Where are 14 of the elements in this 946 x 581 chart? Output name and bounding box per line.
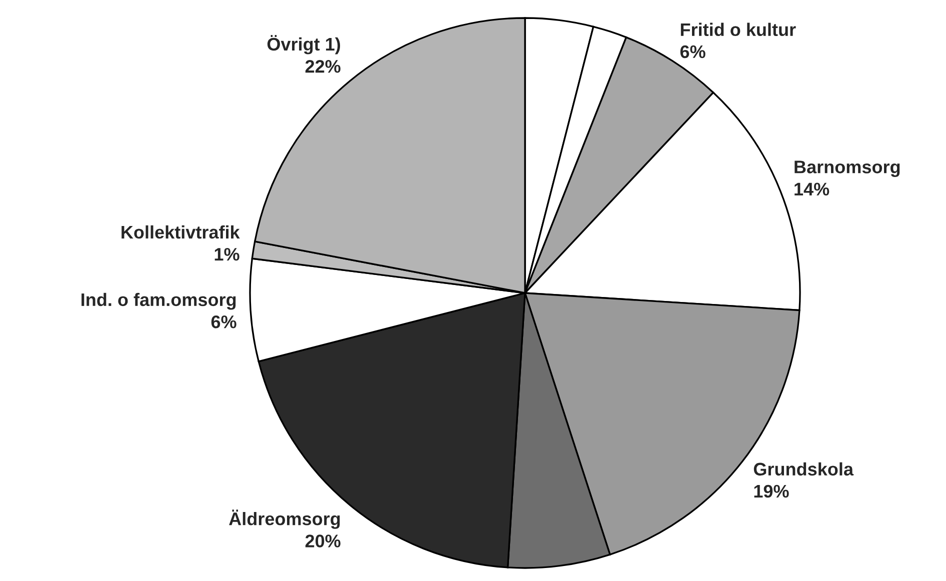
data-label: 19% — [754, 484, 789, 498]
slice-label: Grundskola — [754, 462, 854, 476]
data-label: 6% — [211, 315, 236, 328]
slice-label: Äldreomsorg — [229, 510, 340, 529]
slice-label: Kollektivtrafik — [122, 225, 240, 239]
slice-label: Ind. o fam.omsorg — [82, 292, 236, 310]
data-label: 6% — [680, 45, 706, 58]
data-label: 14% — [794, 182, 830, 196]
data-label: 22% — [305, 60, 340, 73]
slice-label: Barnomsorg — [794, 160, 900, 177]
slice-label: Övrigt 1) — [267, 35, 340, 54]
slice-label: Fritid o kultur — [680, 22, 796, 36]
data-label: 1% — [214, 248, 240, 261]
data-label: 20% — [305, 534, 340, 548]
